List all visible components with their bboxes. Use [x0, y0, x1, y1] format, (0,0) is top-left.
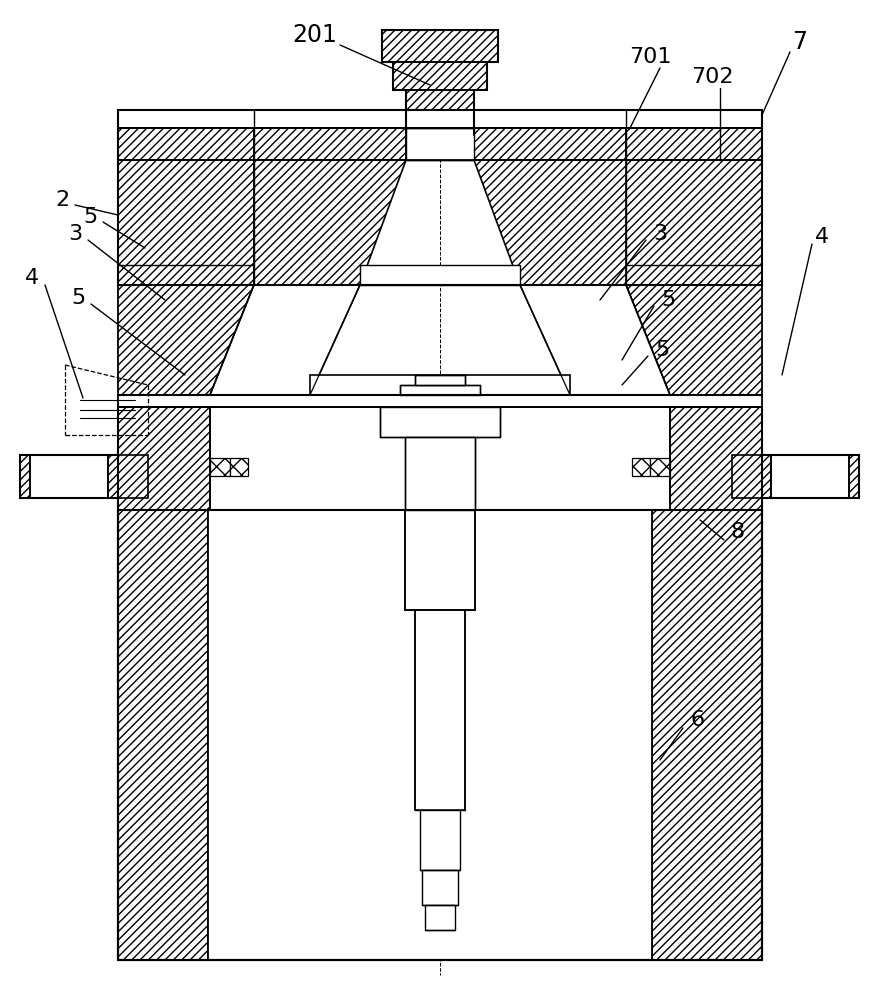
Bar	[379, 407, 500, 437]
Polygon shape	[520, 285, 669, 395]
Bar	[414, 610, 464, 810]
Bar	[118, 455, 148, 498]
Bar	[118, 160, 254, 285]
Text: 4: 4	[814, 227, 828, 247]
Text: 5: 5	[660, 290, 674, 310]
Polygon shape	[210, 285, 360, 395]
Bar	[631, 458, 649, 476]
Text: 701: 701	[628, 47, 671, 67]
Bar	[420, 810, 459, 870]
Text: 201: 201	[292, 23, 337, 47]
Text: 702: 702	[690, 67, 732, 87]
Bar	[118, 110, 761, 128]
Polygon shape	[473, 160, 625, 285]
Polygon shape	[254, 160, 406, 285]
Text: 4: 4	[25, 268, 39, 288]
Bar	[405, 437, 474, 510]
Text: 3: 3	[68, 224, 82, 244]
Bar	[20, 455, 118, 498]
Bar	[392, 62, 486, 90]
Bar	[118, 395, 761, 407]
Bar	[399, 385, 479, 395]
Bar	[208, 510, 651, 960]
Bar	[770, 455, 848, 498]
Text: 5: 5	[83, 207, 97, 227]
Bar	[421, 870, 457, 905]
Bar	[210, 458, 230, 476]
Bar	[425, 905, 455, 930]
Bar	[382, 30, 498, 62]
Bar	[625, 160, 761, 285]
Bar	[360, 265, 520, 285]
Bar	[30, 455, 108, 498]
Bar	[230, 458, 248, 476]
Bar	[760, 455, 858, 498]
Polygon shape	[118, 285, 254, 395]
Bar	[473, 110, 625, 160]
Bar	[760, 455, 858, 498]
Bar	[406, 90, 473, 135]
Polygon shape	[625, 285, 761, 395]
Bar	[118, 407, 210, 510]
Bar	[414, 375, 464, 385]
Bar	[406, 128, 473, 160]
Text: 7: 7	[792, 30, 807, 54]
Bar	[118, 110, 254, 285]
Text: 8: 8	[730, 522, 745, 542]
Text: 6: 6	[690, 710, 704, 730]
Bar	[254, 110, 406, 160]
Text: 2: 2	[54, 190, 69, 210]
Bar	[731, 455, 761, 498]
Bar	[625, 110, 761, 285]
Text: 5: 5	[71, 288, 85, 308]
Text: 5: 5	[654, 340, 668, 360]
Bar	[20, 455, 118, 498]
Bar	[651, 510, 761, 960]
Text: 3: 3	[652, 224, 666, 244]
Bar	[118, 510, 208, 960]
Bar	[405, 510, 474, 610]
Bar	[649, 458, 669, 476]
Bar	[310, 375, 569, 395]
Bar	[669, 407, 761, 510]
